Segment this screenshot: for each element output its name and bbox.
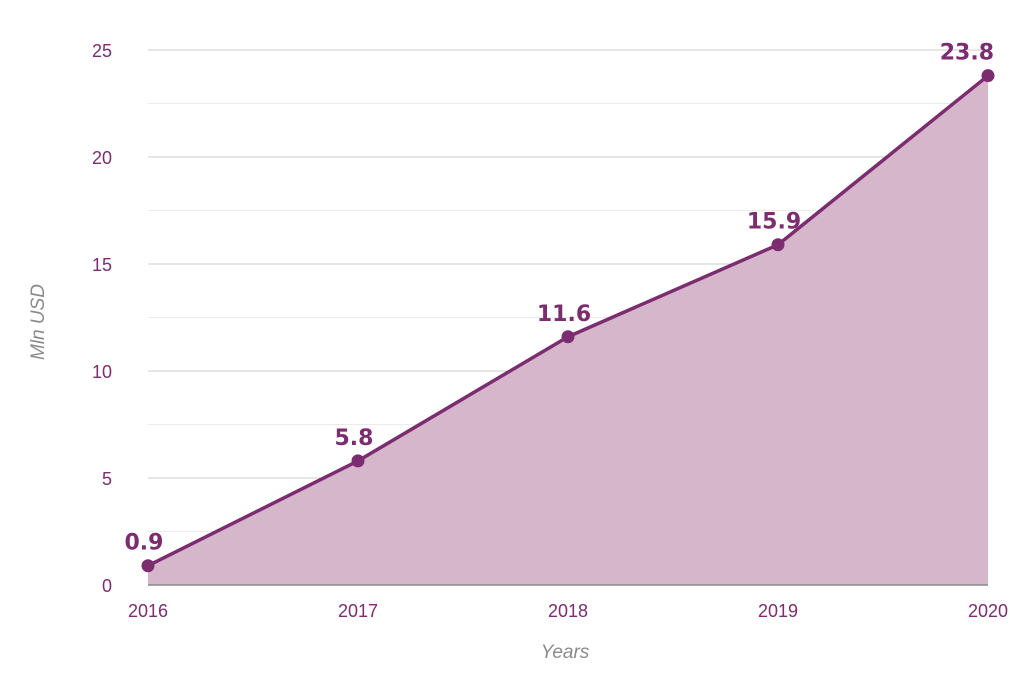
data-label: 15.9 — [747, 210, 801, 235]
y-tick-label: 0 — [102, 576, 112, 596]
data-point — [351, 454, 365, 468]
y-tick-label: 15 — [92, 255, 112, 275]
x-tick-label: 2018 — [548, 601, 588, 621]
data-point — [561, 330, 575, 344]
y-tick-label: 25 — [92, 41, 112, 61]
area-fill — [148, 75, 988, 586]
data-point — [141, 559, 155, 573]
data-point — [771, 238, 785, 252]
x-tick-label: 2017 — [338, 601, 378, 621]
data-label: 23.8 — [940, 41, 994, 66]
y-tick-label: 10 — [92, 362, 112, 382]
y-tick-label: 5 — [102, 469, 112, 489]
y-axis-ticks: 0 5 10 15 20 25 — [92, 41, 112, 596]
data-label: 5.8 — [335, 426, 374, 451]
x-tick-label: 2019 — [758, 601, 798, 621]
data-label: 0.9 — [125, 531, 164, 556]
y-axis-title: Mln USD — [28, 284, 49, 360]
data-point — [981, 69, 995, 83]
x-tick-label: 2020 — [968, 601, 1008, 621]
grid-lines — [148, 49, 988, 532]
x-tick-label: 2016 — [128, 601, 168, 621]
data-points — [141, 69, 995, 573]
data-labels: 0.9 5.8 11.6 15.9 23.8 — [125, 41, 994, 556]
x-axis-title: Years — [541, 642, 590, 663]
data-label: 11.6 — [537, 302, 591, 327]
x-axis-ticks: 2016 2017 2018 2019 2020 — [128, 601, 1008, 621]
y-tick-label: 20 — [92, 148, 112, 168]
